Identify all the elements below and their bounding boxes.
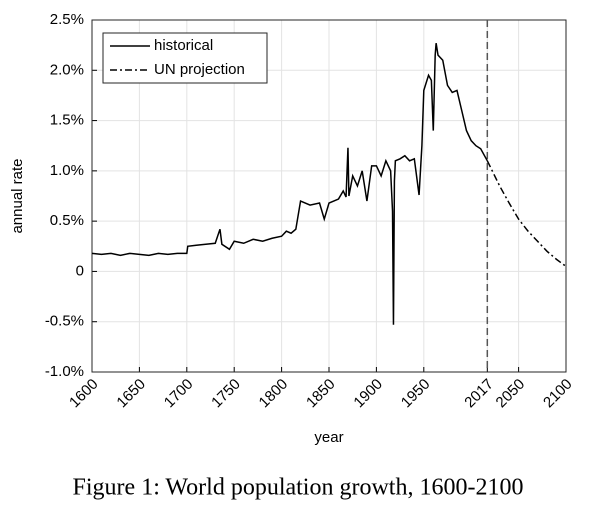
x-tick-label: 1650 xyxy=(113,376,149,412)
x-tick-label: 2050 xyxy=(493,376,529,412)
x-tick-label: 1850 xyxy=(303,376,339,412)
y-tick-label: 1.5% xyxy=(50,112,84,129)
x-tick-label: 1900 xyxy=(350,376,386,412)
legend-label: historical xyxy=(154,37,213,54)
y-tick-label: 2.5% xyxy=(50,11,84,28)
legend-label: UN projection xyxy=(154,61,245,78)
y-tick-label: 1.0% xyxy=(50,162,84,179)
x-axis-label: year xyxy=(314,429,343,446)
y-tick-label: 0.5% xyxy=(50,212,84,229)
x-tick-label: 1950 xyxy=(398,376,434,412)
plot-frame xyxy=(91,19,567,373)
x-tick-label: 1600 xyxy=(66,376,102,412)
x-tick-label: 2017 xyxy=(461,376,497,412)
x-tick-label: 1700 xyxy=(161,376,197,412)
series-line xyxy=(91,43,488,325)
y-tick-label: 2.0% xyxy=(50,61,84,78)
y-tick-label: 0 xyxy=(76,262,84,279)
y-tick-label: -0.5% xyxy=(45,313,84,330)
x-tick-label: 1750 xyxy=(208,376,244,412)
x-tick-label: 1800 xyxy=(256,376,292,412)
caption: Figure 1: World population growth, 1600-… xyxy=(73,475,524,501)
legend-box xyxy=(102,32,268,84)
y-tick-label: -1.0% xyxy=(45,363,84,380)
series-line xyxy=(486,160,567,268)
x-tick-label: 2100 xyxy=(540,376,576,412)
y-axis-label: annual rate xyxy=(9,158,26,233)
